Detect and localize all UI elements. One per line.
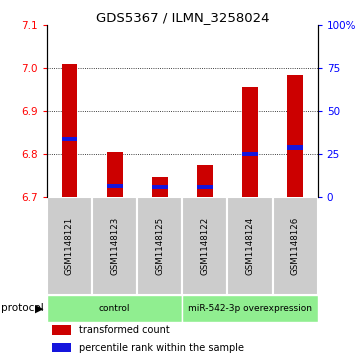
Text: protocol: protocol bbox=[1, 303, 43, 313]
Bar bbox=[287, 75, 303, 197]
Bar bbox=[287, 145, 303, 150]
Bar bbox=[182, 197, 227, 294]
Text: transformed count: transformed count bbox=[79, 325, 170, 335]
Text: GSM1148123: GSM1148123 bbox=[110, 216, 119, 275]
Bar bbox=[137, 197, 182, 294]
Bar bbox=[107, 152, 122, 197]
Bar bbox=[152, 178, 168, 197]
Bar bbox=[242, 152, 258, 156]
Bar bbox=[92, 197, 137, 294]
Text: miR-542-3p overexpression: miR-542-3p overexpression bbox=[188, 304, 312, 313]
Bar bbox=[47, 197, 92, 294]
Text: percentile rank within the sample: percentile rank within the sample bbox=[79, 343, 244, 353]
Title: GDS5367 / ILMN_3258024: GDS5367 / ILMN_3258024 bbox=[96, 11, 269, 24]
Bar bbox=[62, 64, 77, 197]
Text: GSM1148124: GSM1148124 bbox=[245, 216, 255, 275]
Bar bbox=[107, 184, 122, 188]
Text: GSM1148126: GSM1148126 bbox=[291, 216, 300, 275]
Bar bbox=[52, 326, 71, 335]
Bar bbox=[47, 294, 182, 322]
Bar bbox=[197, 185, 213, 189]
Bar bbox=[227, 197, 273, 294]
Text: control: control bbox=[99, 304, 130, 313]
Bar bbox=[182, 294, 318, 322]
Bar bbox=[52, 343, 71, 352]
Text: ▶: ▶ bbox=[35, 303, 44, 313]
Bar bbox=[152, 185, 168, 189]
Text: GSM1148122: GSM1148122 bbox=[200, 216, 209, 275]
Bar bbox=[197, 164, 213, 197]
Bar bbox=[242, 87, 258, 197]
Text: GSM1148125: GSM1148125 bbox=[155, 216, 164, 275]
Bar bbox=[62, 137, 77, 141]
Bar bbox=[273, 197, 318, 294]
Text: GSM1148121: GSM1148121 bbox=[65, 216, 74, 275]
